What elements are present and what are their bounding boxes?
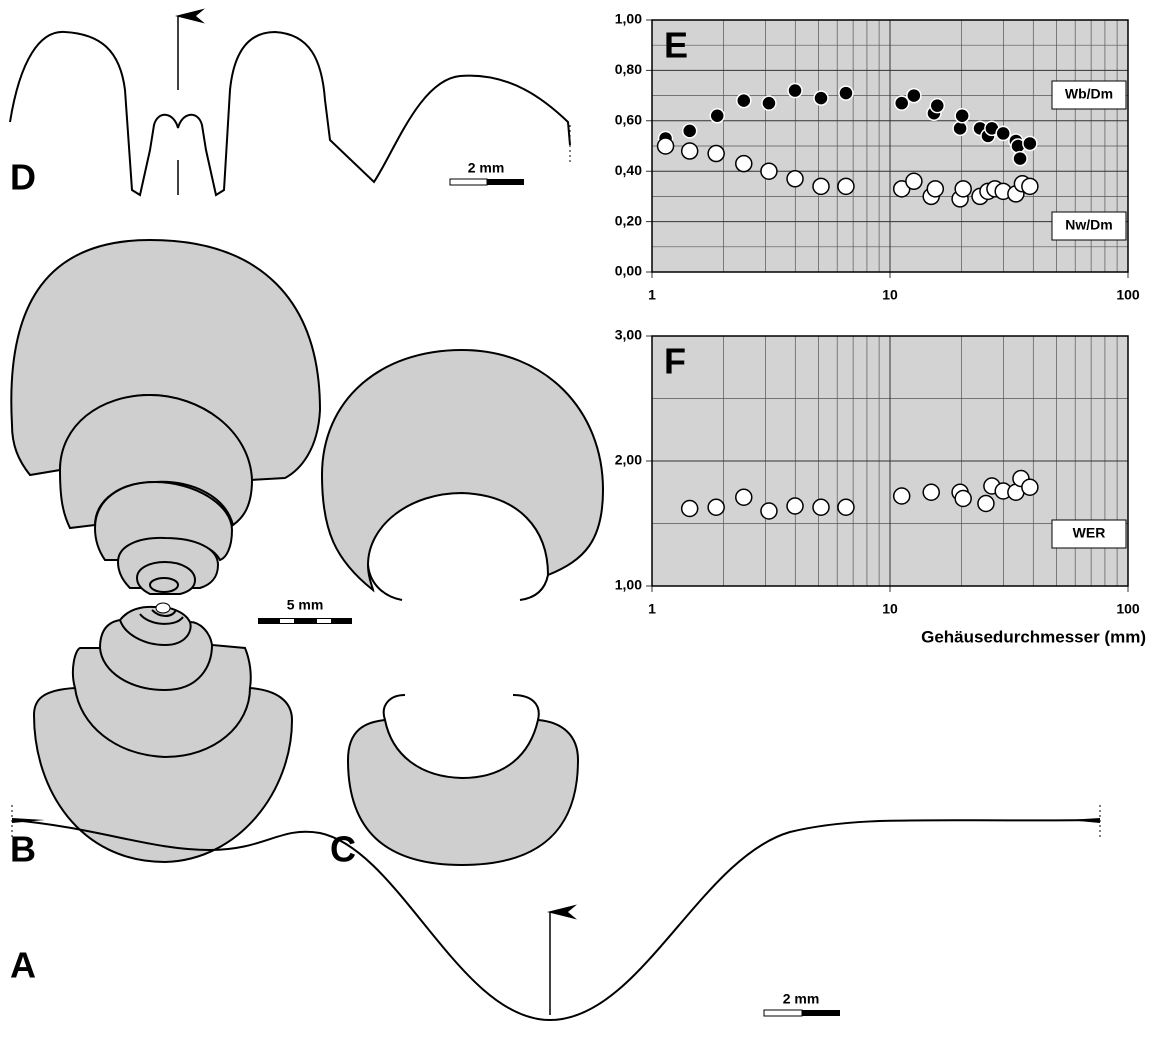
legend-label: WER — [1073, 525, 1106, 541]
x-tick-label: 1 — [648, 287, 656, 303]
marker — [760, 502, 778, 520]
scale-label: 2 mm — [468, 160, 505, 176]
marker — [707, 144, 725, 163]
marker — [812, 498, 830, 516]
marker — [1021, 177, 1039, 196]
marker — [680, 499, 699, 518]
panel-label: A — [10, 945, 36, 986]
y-tick-label: 3,00 — [615, 327, 642, 343]
marker — [954, 489, 972, 508]
x-axis-label: Gehäusedurchmesser (mm) — [921, 627, 1146, 646]
y-tick-label: 0,60 — [615, 112, 642, 128]
panel-label: D — [10, 157, 36, 198]
marker — [735, 154, 753, 173]
marker — [786, 170, 804, 188]
charts: 0,00 0,20 0,40 0,60 0,80 1,00 1 10 100 E Wb/Dm Nw/D… — [615, 11, 1146, 647]
marker — [1022, 135, 1038, 152]
x-tick-label: 1 — [648, 601, 656, 617]
marker — [954, 108, 970, 124]
drawing-c — [320, 348, 605, 867]
panel-label: C — [330, 829, 356, 870]
y-tick-label: 2,00 — [615, 452, 642, 468]
marker — [1021, 478, 1039, 496]
panel-label: F — [664, 341, 686, 382]
marker — [995, 125, 1011, 142]
marker — [893, 95, 910, 111]
marker — [838, 85, 854, 101]
marker — [1012, 150, 1028, 167]
marker — [977, 494, 995, 513]
legend-box — [1051, 211, 1127, 241]
marker — [952, 120, 968, 137]
legend-label: Wb/Dm — [1065, 86, 1113, 102]
marker — [892, 487, 911, 505]
marker — [954, 180, 972, 198]
panel-label: E — [664, 25, 688, 66]
y-tick-label: 1,00 — [615, 11, 642, 27]
marker — [922, 483, 940, 501]
x-tick-label: 10 — [882, 601, 898, 617]
y-tick-label: 0,40 — [615, 162, 642, 178]
marker — [812, 177, 830, 196]
marker — [656, 137, 675, 155]
marker — [786, 497, 804, 515]
drawing-b — [10, 238, 352, 864]
marker — [837, 498, 855, 516]
marker — [736, 92, 752, 109]
y-tick-label: 0,20 — [615, 212, 642, 228]
y-tick-label: 0,80 — [615, 61, 642, 77]
marker — [906, 87, 922, 104]
marker — [926, 180, 945, 198]
y-tick-label: 0,00 — [615, 263, 642, 279]
plot-frame — [651, 335, 1129, 587]
marker — [707, 498, 725, 516]
marker — [905, 172, 923, 191]
marker — [735, 488, 753, 506]
y-tick-label: 1,00 — [615, 577, 642, 593]
marker — [680, 142, 699, 160]
marker — [761, 95, 777, 111]
marker — [760, 162, 778, 180]
legend-label: Nw/Dm — [1065, 217, 1112, 233]
scale-label: 5 mm — [287, 597, 324, 613]
panel-label: B — [10, 829, 36, 870]
x-tick-label: 100 — [1116, 287, 1140, 303]
x-tick-label: 100 — [1116, 601, 1140, 617]
marker — [709, 108, 725, 124]
marker — [837, 177, 855, 196]
marker — [787, 82, 803, 99]
drawing-a — [11, 805, 1101, 1022]
plot-frame — [651, 19, 1129, 273]
marker — [813, 90, 829, 106]
marker — [929, 97, 946, 114]
legend-box — [1051, 519, 1127, 549]
scale-label: 2 mm — [783, 991, 820, 1007]
x-tick-label: 10 — [882, 287, 898, 303]
legend-box — [1051, 80, 1127, 110]
marker — [681, 123, 698, 139]
drawing-d — [9, 8, 571, 197]
